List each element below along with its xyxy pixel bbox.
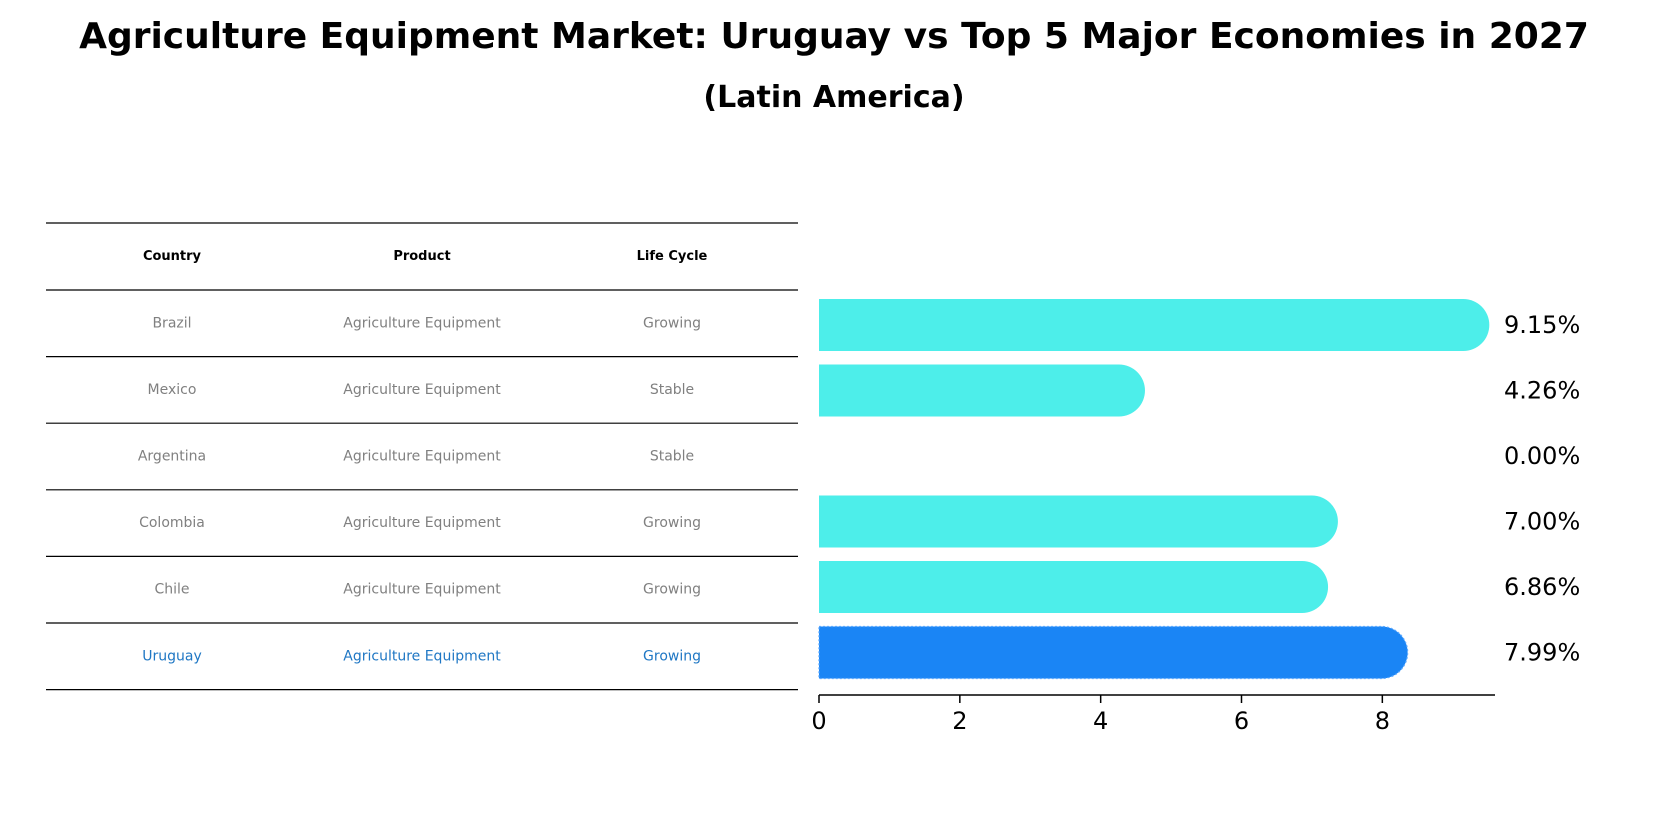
bar: [819, 495, 1338, 548]
x-tick-label: 0: [811, 707, 826, 735]
chart-subtitle: (Latin America): [703, 80, 965, 115]
table-cell: Mexico: [148, 382, 197, 398]
table-cell: Growing: [643, 648, 701, 664]
bar: [819, 561, 1329, 613]
x-tick-label: 6: [1234, 707, 1249, 735]
table-cell: Growing: [643, 315, 701, 331]
table-cell: Agriculture Equipment: [343, 315, 501, 331]
table-cell: Colombia: [139, 515, 205, 531]
table-cell: Uruguay: [142, 648, 202, 664]
bar: [819, 299, 1490, 351]
table-cell: Argentina: [138, 449, 206, 465]
table-cell: Agriculture Equipment: [343, 582, 501, 598]
table-cell: Growing: [643, 515, 701, 531]
bar-value-label: 9.15%: [1504, 311, 1580, 339]
x-tick-label: 8: [1375, 707, 1390, 735]
bar-plot: 9.15% 4.26% 0.00% 7.00% 6.86% 7.99%: [818, 299, 1580, 680]
bar-value-label: 6.86%: [1504, 573, 1580, 601]
data-table: Country Product Life Cycle Brazil Agricultur…: [46, 222, 798, 691]
table-cell: Chile: [154, 582, 189, 598]
chart-title: Agriculture Equipment Market: Uruguay vs…: [79, 16, 1589, 57]
bar-value-label: 4.26%: [1504, 377, 1580, 405]
x-tick-label: 4: [1093, 707, 1108, 735]
x-tick-label: 2: [952, 707, 967, 735]
table-cell: Agriculture Equipment: [343, 515, 501, 531]
bar: [818, 625, 1409, 680]
table-header-cell: Country: [143, 249, 202, 264]
table-cell: Agriculture Equipment: [343, 648, 501, 664]
table-cell: Stable: [650, 449, 694, 465]
table-header-cell: Life Cycle: [637, 249, 708, 264]
table-cell: Stable: [650, 382, 694, 398]
bar: [819, 364, 1145, 417]
bar-value-label: 7.00%: [1504, 508, 1580, 536]
table-header-cell: Product: [393, 249, 450, 264]
table-cell: Growing: [643, 582, 701, 598]
bar-value-label: 0.00%: [1504, 442, 1580, 470]
x-axis: 0 2 4 6 8: [811, 694, 1495, 735]
bar-value-label: 7.99%: [1504, 639, 1580, 667]
table-cell: Agriculture Equipment: [343, 449, 501, 465]
table-cell: Agriculture Equipment: [343, 382, 501, 398]
table-cell: Brazil: [152, 315, 191, 331]
